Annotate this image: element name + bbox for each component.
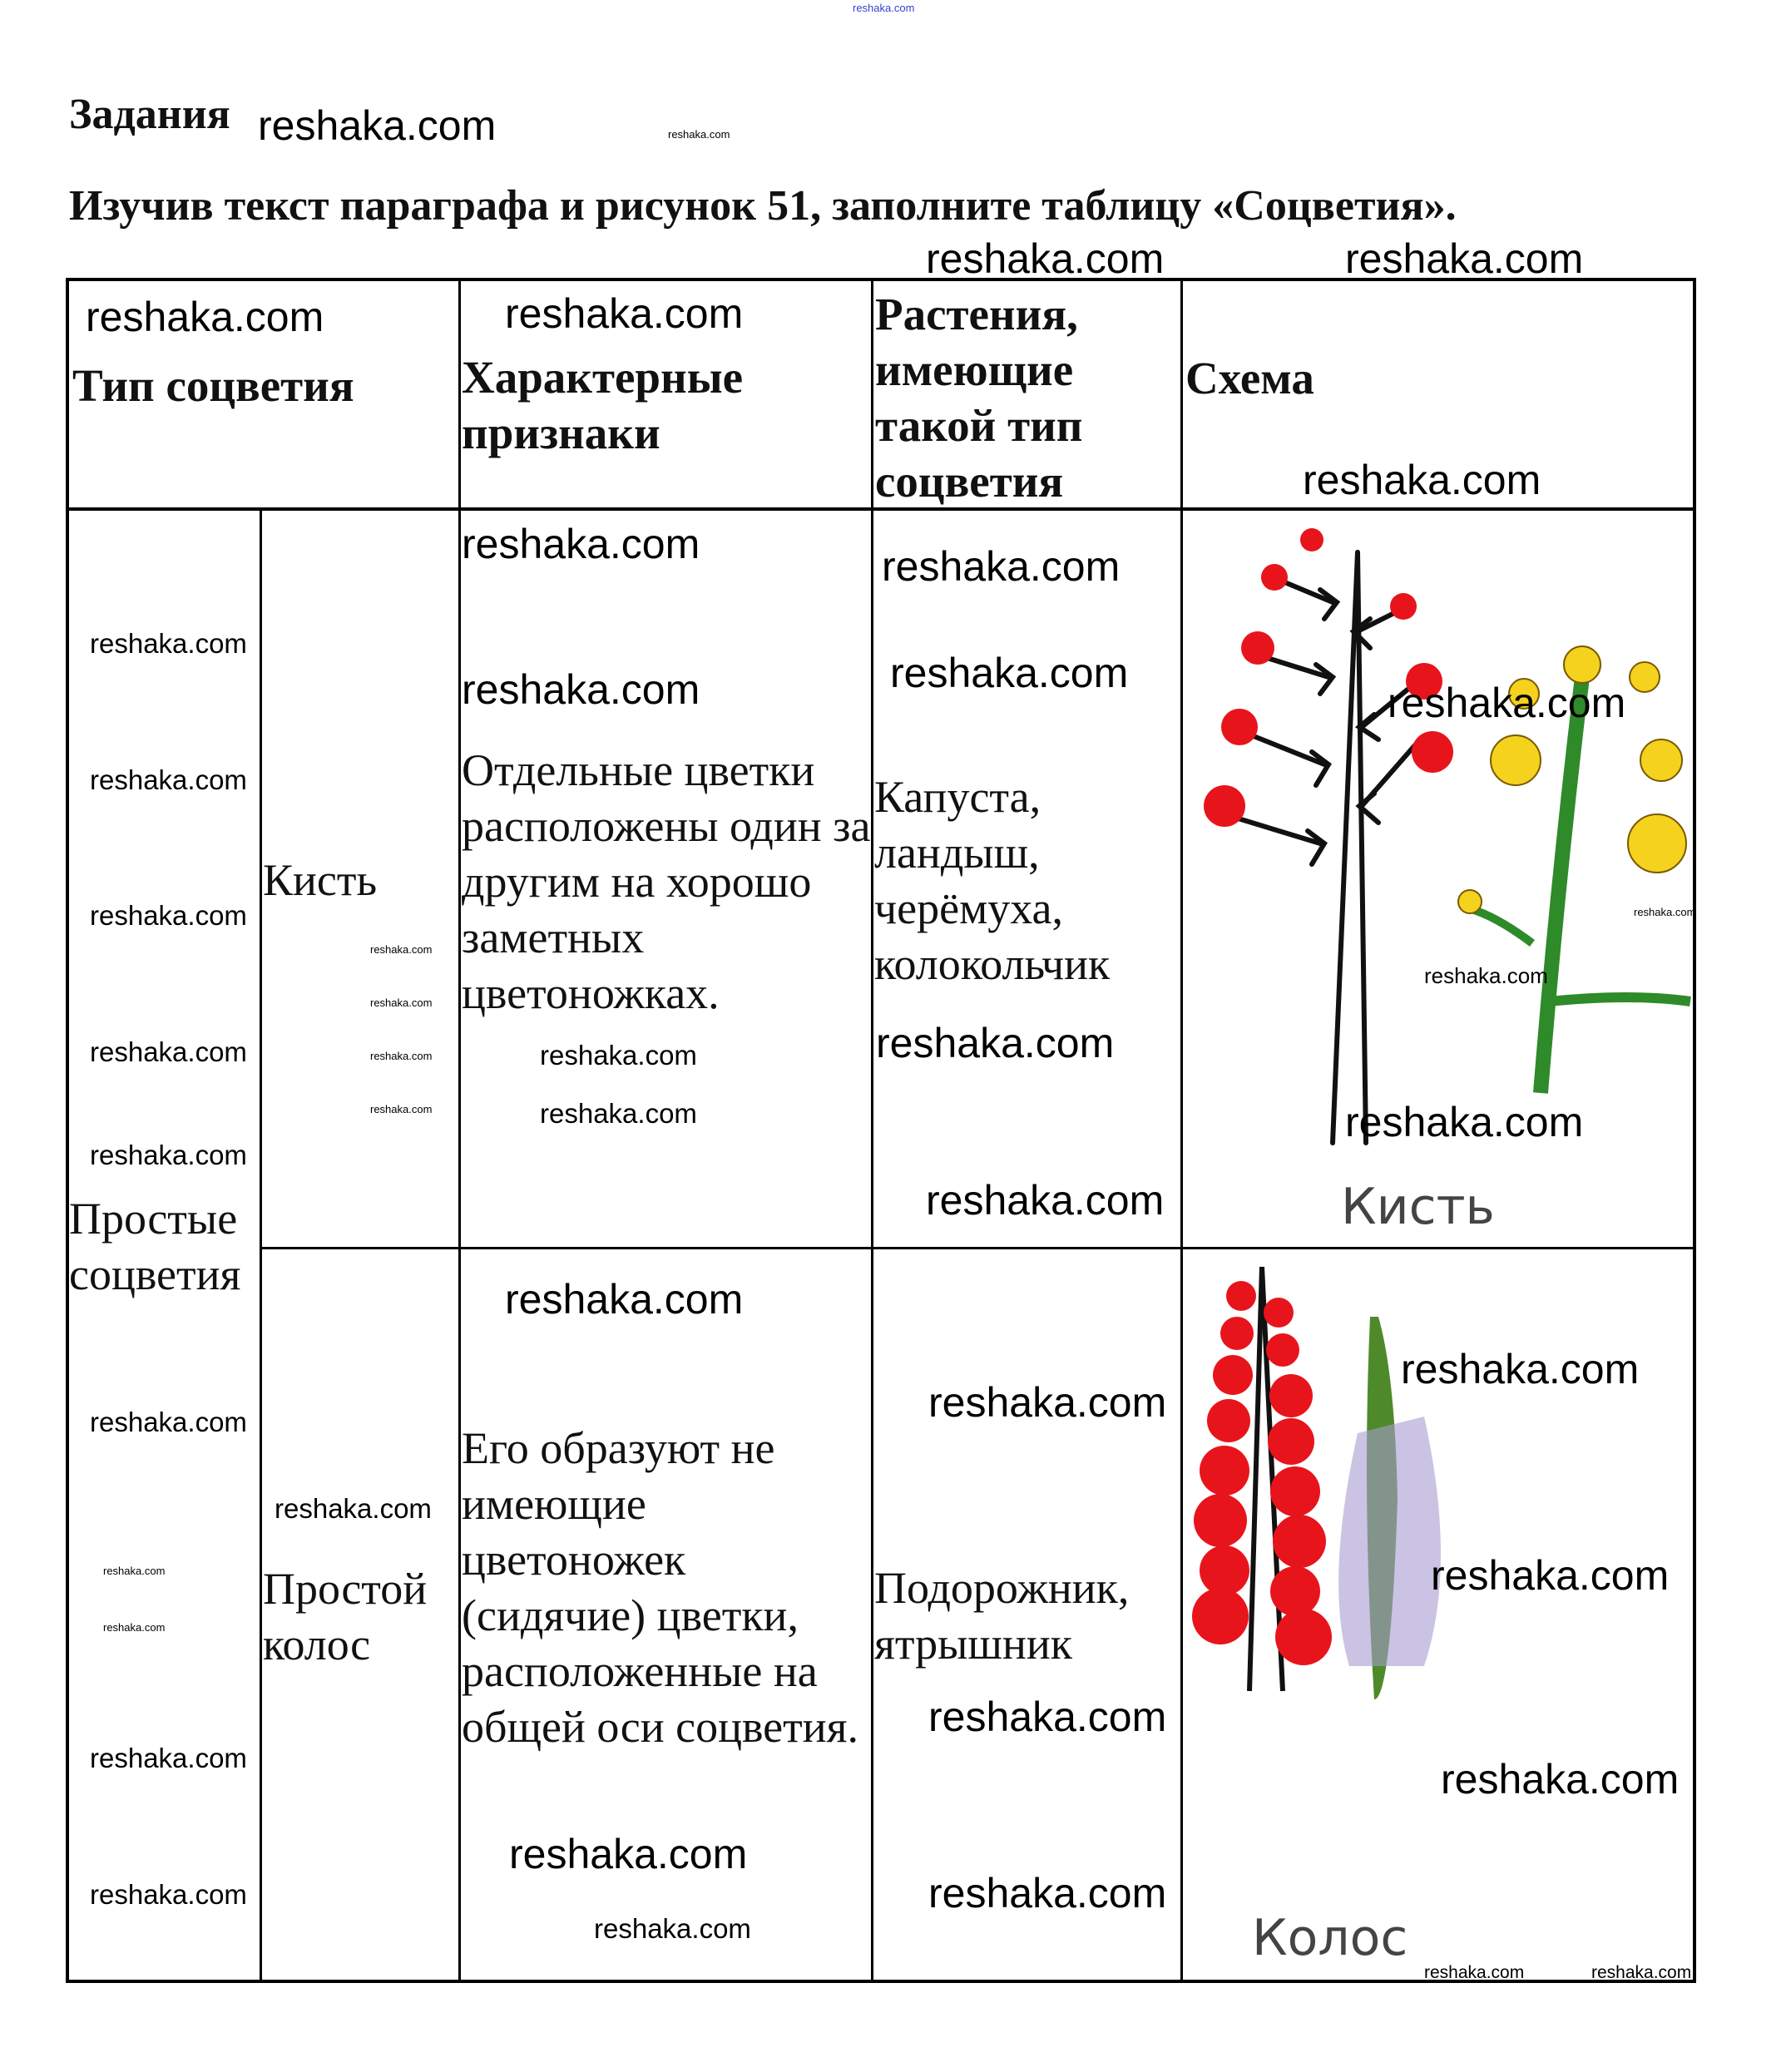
watermark: reshaka.com	[90, 1140, 247, 1170]
table-border-right	[1693, 278, 1696, 1983]
watermark: reshaka.com	[90, 1407, 247, 1437]
spike-scheme-image	[1192, 1266, 1441, 1699]
col-divider	[260, 509, 262, 1981]
watermark: reshaka.com	[509, 1831, 748, 1877]
watermark: reshaka.com	[90, 628, 247, 659]
watermark: reshaka.com	[853, 2, 915, 14]
watermark: reshaka.com	[882, 543, 1121, 590]
row-type: Кисть	[263, 855, 378, 905]
header-plants: Растения, имеющие такой тип соцветия	[875, 289, 1083, 507]
row-features: Его образуют не имеющие цветоножек (сидя…	[462, 1423, 858, 1752]
watermark: reshaka.com	[103, 1621, 166, 1634]
watermark: reshaka.com	[890, 650, 1129, 696]
watermark: reshaka.com	[876, 1020, 1115, 1066]
watermark: reshaka.com	[668, 128, 730, 141]
watermark: reshaka.com	[462, 521, 700, 567]
watermark: reshaka.com	[258, 102, 497, 149]
col-divider	[458, 278, 461, 1981]
watermark: reshaka.com	[505, 290, 744, 337]
watermark: reshaka.com	[926, 235, 1165, 282]
watermark: reshaka.com	[1345, 1099, 1584, 1145]
row-plants: Подорожник, ятрышник	[874, 1563, 1130, 1669]
table-border-top	[67, 278, 1695, 281]
watermark: reshaka.com	[1431, 1552, 1670, 1599]
watermark: reshaka.com	[370, 1050, 433, 1062]
scheme-caption: Колос	[1252, 1909, 1408, 1967]
raceme-scheme-image	[1204, 528, 1691, 1145]
watermark: reshaka.com	[86, 294, 324, 340]
watermark: reshaka.com	[1441, 1756, 1680, 1802]
watermark: reshaka.com	[103, 1565, 166, 1577]
watermark: reshaka.com	[90, 1036, 247, 1067]
watermark: reshaka.com	[462, 666, 700, 713]
header-scheme: Схема	[1185, 353, 1314, 403]
header-divider	[67, 507, 1695, 511]
watermark: reshaka.com	[370, 1103, 433, 1115]
col-divider	[1180, 278, 1183, 1981]
watermark: reshaka.com	[370, 996, 433, 1009]
watermark: reshaka.com	[1424, 1963, 1525, 1982]
watermark: reshaka.com	[1345, 235, 1584, 282]
watermark: reshaka.com	[926, 1177, 1165, 1224]
watermark: reshaka.com	[370, 943, 433, 956]
group-label: Простые соцветия	[69, 1194, 241, 1299]
row-type: Простой колос	[263, 1564, 428, 1669]
yellow-flower-plant	[1457, 645, 1691, 1094]
watermark: reshaka.com	[540, 1040, 697, 1071]
watermark: reshaka.com	[505, 1276, 744, 1323]
row-plants: Капуста, ландыш, черёмуха, колокольчик	[874, 772, 1111, 989]
watermark: reshaka.com	[928, 1694, 1167, 1740]
page-heading: Задания	[69, 91, 230, 138]
header-features: Характерные признаки	[462, 352, 744, 458]
watermark: reshaka.com	[90, 1879, 247, 1910]
watermark: reshaka.com	[594, 1913, 751, 1944]
watermark: reshaka.com	[1634, 906, 1696, 918]
watermark: reshaka.com	[1303, 457, 1541, 503]
row-divider	[260, 1247, 1695, 1249]
watermark: reshaka.com	[1401, 1346, 1640, 1392]
watermark: reshaka.com	[90, 1743, 247, 1773]
watermark: reshaka.com	[275, 1493, 432, 1524]
table-border-bottom	[67, 1980, 1695, 1983]
watermark: reshaka.com	[1591, 1963, 1692, 1982]
col-divider	[871, 278, 873, 1981]
watermark: reshaka.com	[1424, 963, 1548, 988]
scheme-caption: Кисть	[1341, 1178, 1495, 1236]
watermark: reshaka.com	[1388, 680, 1626, 726]
row-features: Отдельные цветки расположены один за дру…	[462, 745, 871, 1018]
table-border-left	[66, 278, 69, 1983]
watermark: reshaka.com	[928, 1379, 1167, 1426]
header-type: Тип соцветия	[72, 360, 354, 411]
watermark: reshaka.com	[90, 900, 247, 931]
watermark: reshaka.com	[540, 1098, 697, 1129]
watermark: reshaka.com	[90, 764, 247, 795]
watermark: reshaka.com	[928, 1870, 1167, 1916]
instruction-text: Изучив текст параграфа и рисунок 51, зап…	[69, 182, 1457, 230]
